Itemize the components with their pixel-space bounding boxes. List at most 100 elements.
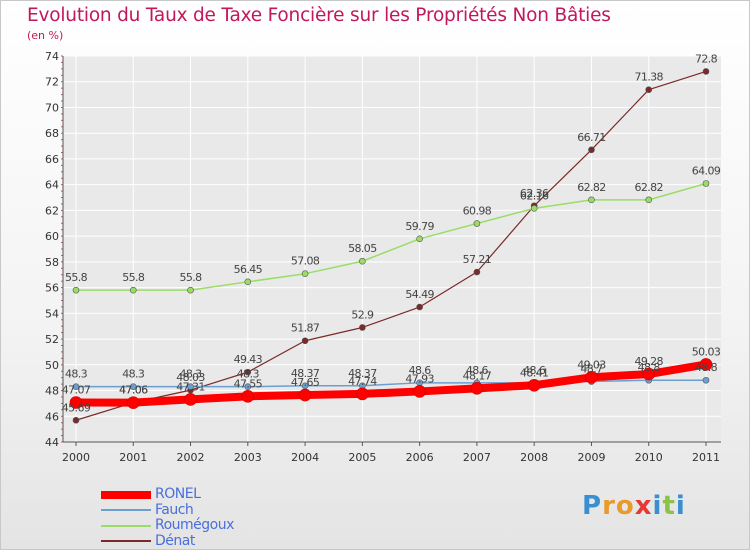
data-label: 62.16 bbox=[520, 189, 549, 202]
data-point bbox=[527, 378, 541, 392]
x-tick-label: 2009 bbox=[577, 451, 605, 464]
series-line bbox=[75, 70, 707, 421]
x-tick-label: 2007 bbox=[463, 451, 491, 464]
data-label: 48.7 bbox=[580, 363, 603, 376]
data-label: 47.55 bbox=[234, 377, 263, 390]
series-line bbox=[72, 360, 710, 407]
data-label: 66.71 bbox=[577, 131, 606, 144]
data-point bbox=[72, 286, 80, 294]
data-point bbox=[129, 383, 137, 390]
x-tick-label: 2008 bbox=[520, 451, 548, 464]
data-point bbox=[416, 303, 423, 311]
data-label: 55.8 bbox=[179, 271, 202, 284]
legend-label: Fauch bbox=[155, 501, 194, 518]
data-point bbox=[699, 358, 713, 371]
data-point bbox=[413, 385, 426, 398]
data-label: 57.08 bbox=[291, 255, 320, 268]
data-label: 47.74 bbox=[348, 375, 377, 388]
y-tick-label: 62 bbox=[45, 204, 59, 217]
data-label: 48.37 bbox=[348, 367, 377, 380]
data-point bbox=[585, 370, 598, 384]
data-point bbox=[470, 382, 484, 395]
data-label: 48.37 bbox=[291, 367, 320, 380]
data-point bbox=[301, 270, 309, 278]
x-tick-label: 2011 bbox=[692, 451, 720, 464]
data-point bbox=[530, 205, 538, 212]
data-label: 62.82 bbox=[577, 181, 606, 194]
legend: RONEL Fauch Roumégoux Dénat bbox=[101, 486, 301, 549]
data-label: 48.41 bbox=[520, 366, 549, 379]
y-tick-label: 52 bbox=[45, 333, 59, 346]
legend-swatch bbox=[101, 509, 151, 512]
data-point bbox=[69, 396, 83, 409]
data-label: 45.69 bbox=[62, 401, 91, 414]
y-tick-label: 74 bbox=[45, 50, 59, 63]
x-tick-label: 2000 bbox=[62, 451, 90, 464]
y-tick-label: 48 bbox=[45, 385, 59, 398]
data-point bbox=[241, 390, 255, 403]
data-point bbox=[298, 388, 312, 402]
x-tick-label: 2010 bbox=[635, 451, 663, 464]
logo-letter: o bbox=[615, 491, 635, 521]
data-label: 47.65 bbox=[291, 376, 320, 389]
proxiti-logo: Proxiti bbox=[582, 491, 686, 521]
data-point bbox=[473, 268, 481, 276]
data-label: 47.06 bbox=[119, 384, 148, 397]
data-label: 47.07 bbox=[62, 383, 91, 396]
series-ronel bbox=[69, 358, 713, 409]
data-label: 64.09 bbox=[692, 165, 721, 178]
logo-letter: r bbox=[602, 491, 616, 521]
data-label: 72.8 bbox=[695, 52, 718, 65]
data-point bbox=[184, 393, 197, 406]
data-label: 49.28 bbox=[634, 355, 663, 368]
data-label: 48.3 bbox=[179, 368, 202, 381]
data-label: 47.93 bbox=[405, 372, 434, 385]
data-label: 62.36 bbox=[520, 187, 549, 200]
data-label: 49.43 bbox=[234, 353, 263, 366]
y-tick-label: 72 bbox=[45, 76, 59, 89]
logo-letter: i bbox=[652, 491, 663, 521]
legend-label: Dénat bbox=[155, 532, 195, 549]
data-point bbox=[473, 220, 481, 227]
data-label: 48.3 bbox=[122, 368, 145, 381]
y-tick-label: 50 bbox=[45, 359, 59, 372]
y-tick-label: 64 bbox=[45, 179, 59, 192]
legend-swatch bbox=[101, 540, 151, 543]
data-point bbox=[301, 337, 309, 345]
x-tick-label: 2005 bbox=[348, 451, 376, 464]
data-label: 48.3 bbox=[237, 368, 260, 381]
data-label: 55.8 bbox=[65, 271, 88, 284]
data-label: 59.79 bbox=[405, 220, 434, 233]
data-point bbox=[187, 383, 194, 390]
legend-label: Roumégoux bbox=[155, 517, 234, 533]
data-point bbox=[129, 286, 137, 294]
data-point bbox=[72, 416, 80, 424]
data-label: 48.6 bbox=[409, 364, 432, 377]
data-point bbox=[645, 196, 653, 204]
data-label: 52.9 bbox=[351, 308, 374, 321]
y-tick-label: 70 bbox=[45, 101, 59, 114]
x-tick-label: 2001 bbox=[119, 451, 147, 464]
data-label: 57.21 bbox=[463, 253, 492, 266]
data-point bbox=[72, 383, 80, 390]
legend-item: RONEL bbox=[101, 486, 301, 503]
data-label: 55.8 bbox=[122, 271, 145, 284]
legend-item: Roumégoux bbox=[101, 517, 301, 534]
x-tick-label: 2006 bbox=[406, 451, 434, 464]
y-tick-label: 46 bbox=[45, 410, 59, 423]
data-label: 47.06 bbox=[119, 384, 148, 397]
y-tick-label: 60 bbox=[45, 230, 59, 243]
legend-label: RONEL bbox=[155, 486, 201, 502]
data-label: 60.98 bbox=[463, 205, 492, 218]
data-label: 48.6 bbox=[523, 364, 546, 377]
x-tick-label: 2003 bbox=[234, 451, 262, 464]
data-point bbox=[702, 68, 710, 75]
data-label: 48.03 bbox=[176, 371, 205, 384]
logo-letter: x bbox=[634, 491, 653, 521]
data-label: 47.31 bbox=[176, 380, 205, 393]
data-point bbox=[645, 86, 653, 94]
data-label: 56.45 bbox=[234, 263, 263, 276]
data-point bbox=[244, 278, 252, 286]
